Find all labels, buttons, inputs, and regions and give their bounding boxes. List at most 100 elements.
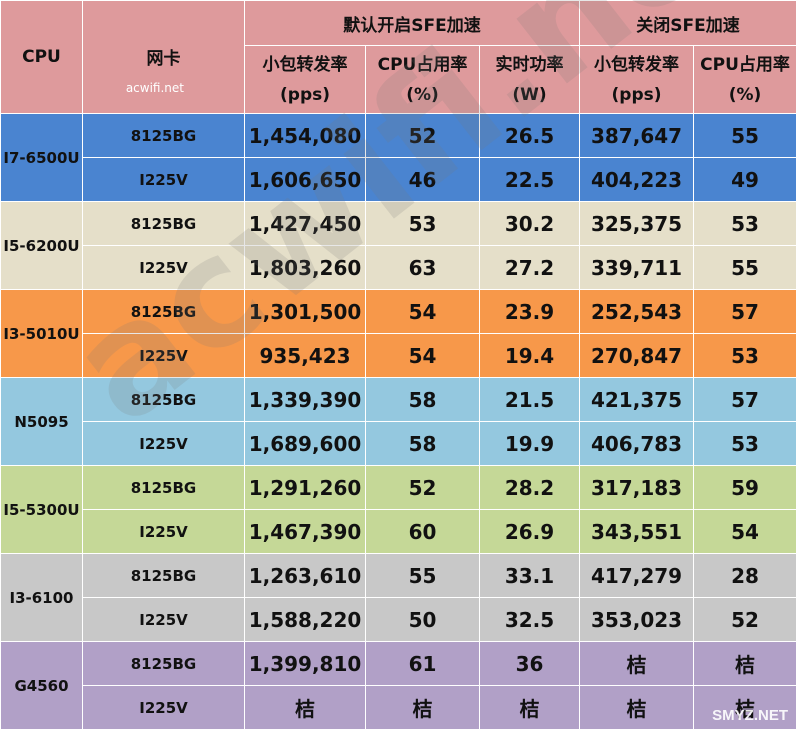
off-pps-cell: 桔 xyxy=(579,685,695,730)
cpu-cell: G4560 xyxy=(0,641,83,730)
off-pps-cell: 406,783 xyxy=(579,421,695,466)
table-row: G4560 8125BG 1,399,810 61 36 桔桔 xyxy=(0,641,798,730)
off-pps-cell: 417,279 xyxy=(579,553,695,598)
off-cpu-cell: 桔 xyxy=(693,641,798,686)
on-cpu-cell: 53 xyxy=(365,201,480,246)
header-off-pps: 小包转发率 (pps) xyxy=(579,45,695,114)
off-cpu-cell: 55 xyxy=(693,113,798,158)
nic-cell: I225V xyxy=(82,421,245,466)
off-pps-cell: 387,647 xyxy=(579,113,695,158)
on-power-cell: 23.9 xyxy=(478,289,581,334)
on-pps-cell: 桔 xyxy=(244,685,366,730)
on-pps-cell: 1,606,650 xyxy=(244,157,366,202)
on-power-cell: 21.5 xyxy=(478,377,581,422)
on-cpu-cell: 52 xyxy=(365,465,480,510)
on-pps-cell: 1,291,260 xyxy=(244,465,366,510)
cpu-cell: I3-5010U xyxy=(0,289,83,378)
header-nic: 网卡 acwifi.net xyxy=(82,0,245,114)
on-pps-cell: 1,454,080 xyxy=(244,113,366,158)
off-cpu-cell: 28 xyxy=(693,553,798,598)
off-cpu-cell: 52 xyxy=(693,597,798,642)
off-cpu-cell: 49 xyxy=(693,157,798,202)
nic-cell: I225V xyxy=(82,685,245,730)
off-pps-cell: 404,223 xyxy=(579,157,695,202)
table-row: I225V 1,689,600 58 19.9 406,783 53 xyxy=(0,421,798,466)
header-on-power: 实时功率 (W) xyxy=(478,45,581,114)
off-pps-cell: 421,375 xyxy=(579,377,695,422)
off-cpu-cell: 55 xyxy=(693,245,798,290)
table-row: I5-6200U 8125BG 1,427,450 53 30.2 325,375 53 xyxy=(0,201,798,290)
table-row: I225V 1,803,260 63 27.2 339,711 55 xyxy=(0,245,798,290)
table-row: N5095 8125BG 1,339,390 58 21.5 421,375 57 xyxy=(0,377,798,466)
on-pps-cell: 935,423 xyxy=(244,333,366,378)
on-power-cell: 桔 xyxy=(478,685,581,730)
on-power-cell: 19.4 xyxy=(478,333,581,378)
on-cpu-cell: 桔 xyxy=(365,685,480,730)
cpu-cell: I5-6200U xyxy=(0,201,83,290)
on-power-cell: 26.5 xyxy=(478,113,581,158)
on-power-cell: 32.5 xyxy=(478,597,581,642)
on-power-cell: 26.9 xyxy=(478,509,581,554)
nic-cell: 8125BG xyxy=(82,465,245,510)
table-row: I225V 1,588,220 50 32.5 353,023 52 xyxy=(0,597,798,642)
on-power-cell: 22.5 xyxy=(478,157,581,202)
on-power-cell: 28.2 xyxy=(478,465,581,510)
header-nic-label: 网卡 xyxy=(146,48,181,69)
off-cpu-cell: 57 xyxy=(693,377,798,422)
corner-watermark: SMYZ.NET xyxy=(712,707,788,724)
nic-cell: I225V xyxy=(82,157,245,202)
header-on-cpu: CPU占用率 (%) xyxy=(365,45,480,114)
on-power-cell: 27.2 xyxy=(478,245,581,290)
off-cpu-cell: 54 xyxy=(693,509,798,554)
table-body: I7-6500U 8125BG 1,454,080 52 26.5 387,647 55 I2… xyxy=(0,113,798,730)
header-off-cpu: CPU占用率 (%) xyxy=(693,45,798,114)
cpu-cell: I3-6100 xyxy=(0,553,83,642)
nic-cell: 8125BG xyxy=(82,289,245,334)
off-pps-cell: 343,551 xyxy=(579,509,695,554)
table-row: I5-5300U 8125BG 1,291,260 52 28.2 317,183 59 xyxy=(0,465,798,554)
off-pps-cell: 桔 xyxy=(579,641,695,686)
nic-cell: I225V xyxy=(82,245,245,290)
on-pps-cell: 1,263,610 xyxy=(244,553,366,598)
on-cpu-cell: 63 xyxy=(365,245,480,290)
off-pps-cell: 317,183 xyxy=(579,465,695,510)
table-row: I3-5010U 8125BG 1,301,500 54 23.9 252,543 57 xyxy=(0,289,798,378)
table-row: I225V 桔桔桔桔桔 xyxy=(0,685,798,730)
on-pps-cell: 1,301,500 xyxy=(244,289,366,334)
on-cpu-cell: 50 xyxy=(365,597,480,642)
table-row: I225V 1,606,650 46 22.5 404,223 49 xyxy=(0,157,798,202)
on-power-cell: 30.2 xyxy=(478,201,581,246)
on-power-cell: 33.1 xyxy=(478,553,581,598)
off-cpu-cell: 53 xyxy=(693,421,798,466)
on-cpu-cell: 58 xyxy=(365,421,480,466)
cpu-cell: I7-6500U xyxy=(0,113,83,202)
on-pps-cell: 1,689,600 xyxy=(244,421,366,466)
cpu-cell: I5-5300U xyxy=(0,465,83,554)
table-row: I225V 1,467,390 60 26.9 343,551 54 xyxy=(0,509,798,554)
table-row: I225V 935,423 54 19.4 270,847 53 xyxy=(0,333,798,378)
nic-cell: 8125BG xyxy=(82,201,245,246)
on-pps-cell: 1,399,810 xyxy=(244,641,366,686)
off-cpu-cell: 53 xyxy=(693,201,798,246)
on-cpu-cell: 58 xyxy=(365,377,480,422)
on-pps-cell: 1,588,220 xyxy=(244,597,366,642)
nic-cell: 8125BG xyxy=(82,553,245,598)
on-cpu-cell: 61 xyxy=(365,641,480,686)
off-cpu-cell: 57 xyxy=(693,289,798,334)
on-cpu-cell: 46 xyxy=(365,157,480,202)
header-on-pps: 小包转发率 (pps) xyxy=(244,45,366,114)
on-pps-cell: 1,339,390 xyxy=(244,377,366,422)
on-cpu-cell: 55 xyxy=(365,553,480,598)
on-pps-cell: 1,427,450 xyxy=(244,201,366,246)
off-pps-cell: 252,543 xyxy=(579,289,695,334)
on-cpu-cell: 54 xyxy=(365,333,480,378)
table-row: I7-6500U 8125BG 1,454,080 52 26.5 387,647 55 xyxy=(0,113,798,202)
nic-cell: 8125BG xyxy=(82,641,245,686)
off-pps-cell: 339,711 xyxy=(579,245,695,290)
nic-cell: I225V xyxy=(82,509,245,554)
on-power-cell: 19.9 xyxy=(478,421,581,466)
table-row: I3-6100 8125BG 1,263,610 55 33.1 417,279 28 xyxy=(0,553,798,642)
nic-cell: 8125BG xyxy=(82,377,245,422)
header-sfe-off: 关闭SFE加速 xyxy=(579,0,798,46)
